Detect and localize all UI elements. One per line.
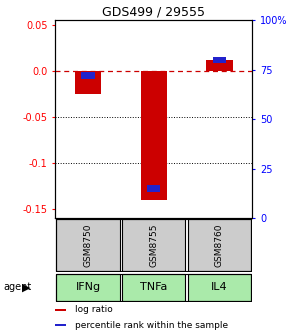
Bar <box>57 274 119 301</box>
Text: TNFa: TNFa <box>140 282 167 292</box>
Title: GDS499 / 29555: GDS499 / 29555 <box>102 6 205 19</box>
Text: IL4: IL4 <box>211 282 228 292</box>
Text: GSM8755: GSM8755 <box>149 223 158 267</box>
Bar <box>188 219 251 271</box>
Bar <box>57 219 119 271</box>
Bar <box>75 71 101 94</box>
Bar <box>213 56 226 63</box>
Bar <box>206 60 233 71</box>
Bar <box>81 73 95 79</box>
Text: IFNg: IFNg <box>75 282 101 292</box>
Text: ▶: ▶ <box>22 282 30 292</box>
Bar <box>122 219 185 271</box>
Bar <box>55 309 66 311</box>
Bar <box>141 71 167 200</box>
Text: log ratio: log ratio <box>75 305 113 314</box>
Text: agent: agent <box>3 282 31 292</box>
Bar <box>147 185 160 192</box>
Bar <box>122 274 185 301</box>
Bar <box>188 274 251 301</box>
Text: percentile rank within the sample: percentile rank within the sample <box>75 321 228 330</box>
Text: GSM8750: GSM8750 <box>84 223 93 267</box>
Bar <box>55 324 66 326</box>
Text: GSM8760: GSM8760 <box>215 223 224 267</box>
